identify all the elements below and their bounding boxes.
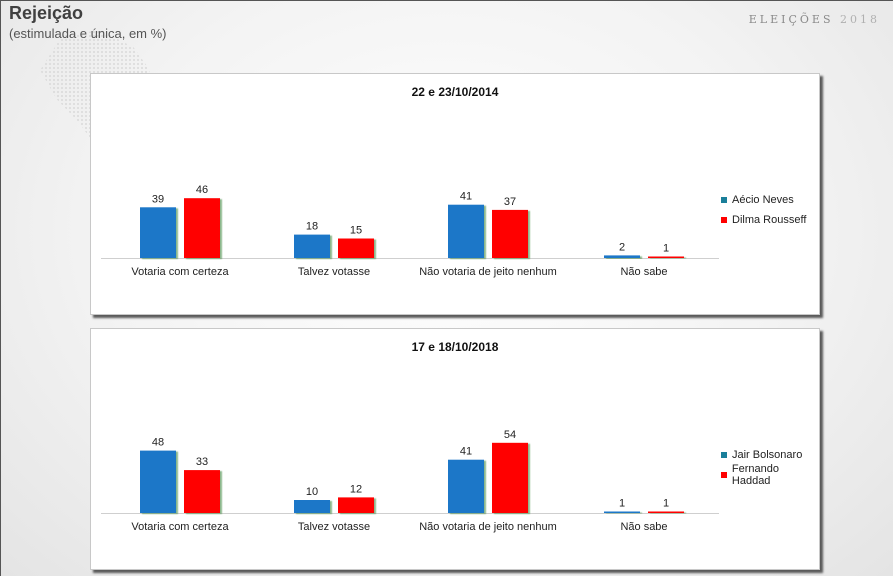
- page-subtitle: (estimulada e única, em %): [9, 26, 167, 41]
- legend-item: Dilma Rousseff: [721, 210, 806, 230]
- legend-label: Jair Bolsonaro: [732, 449, 803, 461]
- data-label: 1: [663, 243, 669, 255]
- bar-series-1: [294, 234, 330, 258]
- bar-series-2: [648, 256, 684, 258]
- bar-series-1: [604, 511, 640, 513]
- bar-series-1: [448, 459, 484, 513]
- data-label: 15: [350, 225, 362, 237]
- data-label: 46: [196, 184, 208, 196]
- chart-legend: Jair Bolsonaro Fernando Haddad: [721, 445, 819, 487]
- chart-panel-2014: 22 e 23/10/2014 39 46 Votaria com certeza 1…: [90, 73, 820, 315]
- bar-chart-2014: 39 46 Votaria com certeza 18 15 Talvez votass…: [101, 184, 719, 278]
- page-title: Rejeição: [9, 3, 84, 23]
- x-tick-label: Não sabe: [620, 521, 667, 533]
- data-label: 18: [306, 221, 318, 233]
- legend-label: Aécio Neves: [732, 194, 794, 206]
- chart-panel-2018: 17 e 18/10/2018 48 33 Votaria com certeza 1…: [90, 328, 820, 570]
- bar-chart-2018: 48 33 Votaria com certeza 10 12 Talvez votass…: [101, 429, 719, 533]
- legend-swatch-series-1: [721, 197, 727, 203]
- bar-series-1: [448, 204, 484, 258]
- data-label: 33: [196, 456, 208, 468]
- bar-series-1: [140, 450, 176, 513]
- x-tick-label: Votaria com certeza: [131, 521, 229, 533]
- bar-series-2: [492, 442, 528, 513]
- legend-swatch-series-2: [721, 217, 727, 223]
- x-tick-label: Talvez votasse: [298, 266, 370, 278]
- chart-title: 22 e 23/10/2014: [411, 85, 499, 99]
- data-label: 1: [619, 498, 625, 510]
- brand-year: 2018: [840, 13, 880, 26]
- bar-series-1: [294, 500, 330, 513]
- legend-item: Fernando Haddad: [721, 463, 819, 487]
- data-label: 48: [152, 437, 164, 449]
- bar-series-2: [184, 470, 220, 513]
- data-label: 37: [504, 196, 516, 208]
- data-label: 12: [350, 483, 362, 495]
- bar-series-2: [338, 497, 374, 513]
- data-label: 41: [460, 191, 472, 203]
- chart-legend: Aécio Neves Dilma Rousseff: [721, 190, 806, 230]
- legend-swatch-series-2: [721, 472, 727, 478]
- bar-series-2: [648, 511, 684, 513]
- chart-title: 17 e 18/10/2018: [411, 340, 499, 354]
- legend-swatch-series-1: [721, 452, 727, 458]
- x-tick-label: Não votaria de jeito nenhum: [419, 266, 557, 278]
- x-tick-label: Não votaria de jeito nenhum: [419, 521, 557, 533]
- legend-item: Aécio Neves: [721, 190, 806, 210]
- legend-label: Dilma Rousseff: [732, 214, 807, 226]
- data-label: 1: [663, 498, 669, 510]
- x-tick-label: Não sabe: [620, 266, 667, 278]
- data-label: 39: [152, 193, 164, 205]
- brand-logo: ELEIÇÕES 2018: [749, 13, 880, 26]
- bar-series-2: [338, 238, 374, 258]
- legend-item: Jair Bolsonaro: [721, 445, 819, 465]
- bar-series-1: [604, 255, 640, 258]
- bar-series-1: [140, 207, 176, 258]
- data-label: 2: [619, 241, 625, 253]
- legend-label: Fernando Haddad: [731, 463, 779, 487]
- data-label: 54: [504, 429, 516, 441]
- x-tick-label: Votaria com certeza: [131, 266, 229, 278]
- bar-series-2: [492, 209, 528, 258]
- data-label: 10: [306, 486, 318, 498]
- data-label: 41: [460, 446, 472, 458]
- brand-word: ELEIÇÕES: [748, 13, 834, 26]
- bar-series-2: [184, 198, 220, 258]
- x-tick-label: Talvez votasse: [298, 521, 370, 533]
